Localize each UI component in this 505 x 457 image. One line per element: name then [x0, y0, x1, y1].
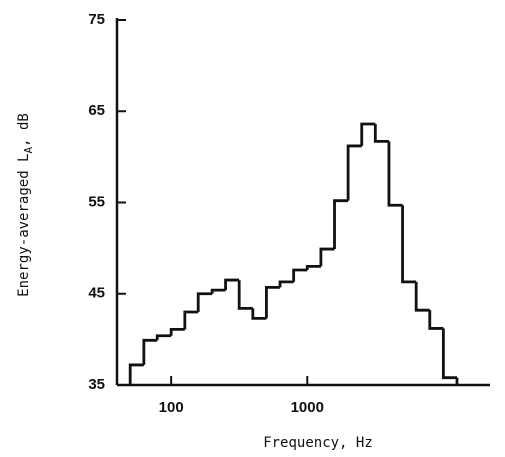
histogram-step: [414, 281, 430, 312]
histogram-step: [265, 285, 281, 319]
y-label-sub: A: [22, 147, 35, 154]
y-label-unit: , dB: [16, 113, 32, 147]
x-tick-label: 100: [159, 399, 184, 416]
histogram-step: [428, 310, 444, 330]
x-tick-label: 1000: [291, 399, 324, 416]
y-label-main: Energy-averaged L: [16, 154, 32, 297]
y-tick-label: 55: [88, 193, 105, 210]
histogram-step: [224, 278, 240, 291]
histogram-step: [292, 268, 308, 282]
y-tick-label: 45: [88, 285, 105, 302]
histogram-step: [128, 363, 144, 385]
histogram-step: [305, 264, 321, 271]
x-axis-label: Frequency, Hz: [263, 435, 373, 451]
y-tick-label: 75: [88, 11, 105, 28]
histogram-step: [142, 338, 158, 365]
histogram-step: [251, 308, 267, 320]
histogram-step: [387, 141, 403, 207]
histogram-step: [319, 247, 335, 267]
y-axis-label: Energy-averaged LA, dB: [16, 113, 35, 297]
histogram-step: [441, 328, 458, 380]
histogram-step: [169, 327, 185, 336]
histogram-step: [278, 280, 294, 288]
histogram-step: [183, 310, 199, 330]
histogram-step: [360, 122, 376, 146]
histogram-step: [346, 144, 362, 201]
histogram-step: [196, 292, 213, 312]
y-tick-label: 35: [88, 376, 105, 393]
histogram-step: [373, 124, 389, 143]
y-tick-label: 65: [88, 102, 105, 119]
histogram-step: [155, 334, 172, 341]
histogram-step: [401, 205, 417, 284]
histogram-step: [333, 199, 349, 250]
histogram-step: [210, 288, 226, 294]
histogram-step: [237, 280, 253, 310]
